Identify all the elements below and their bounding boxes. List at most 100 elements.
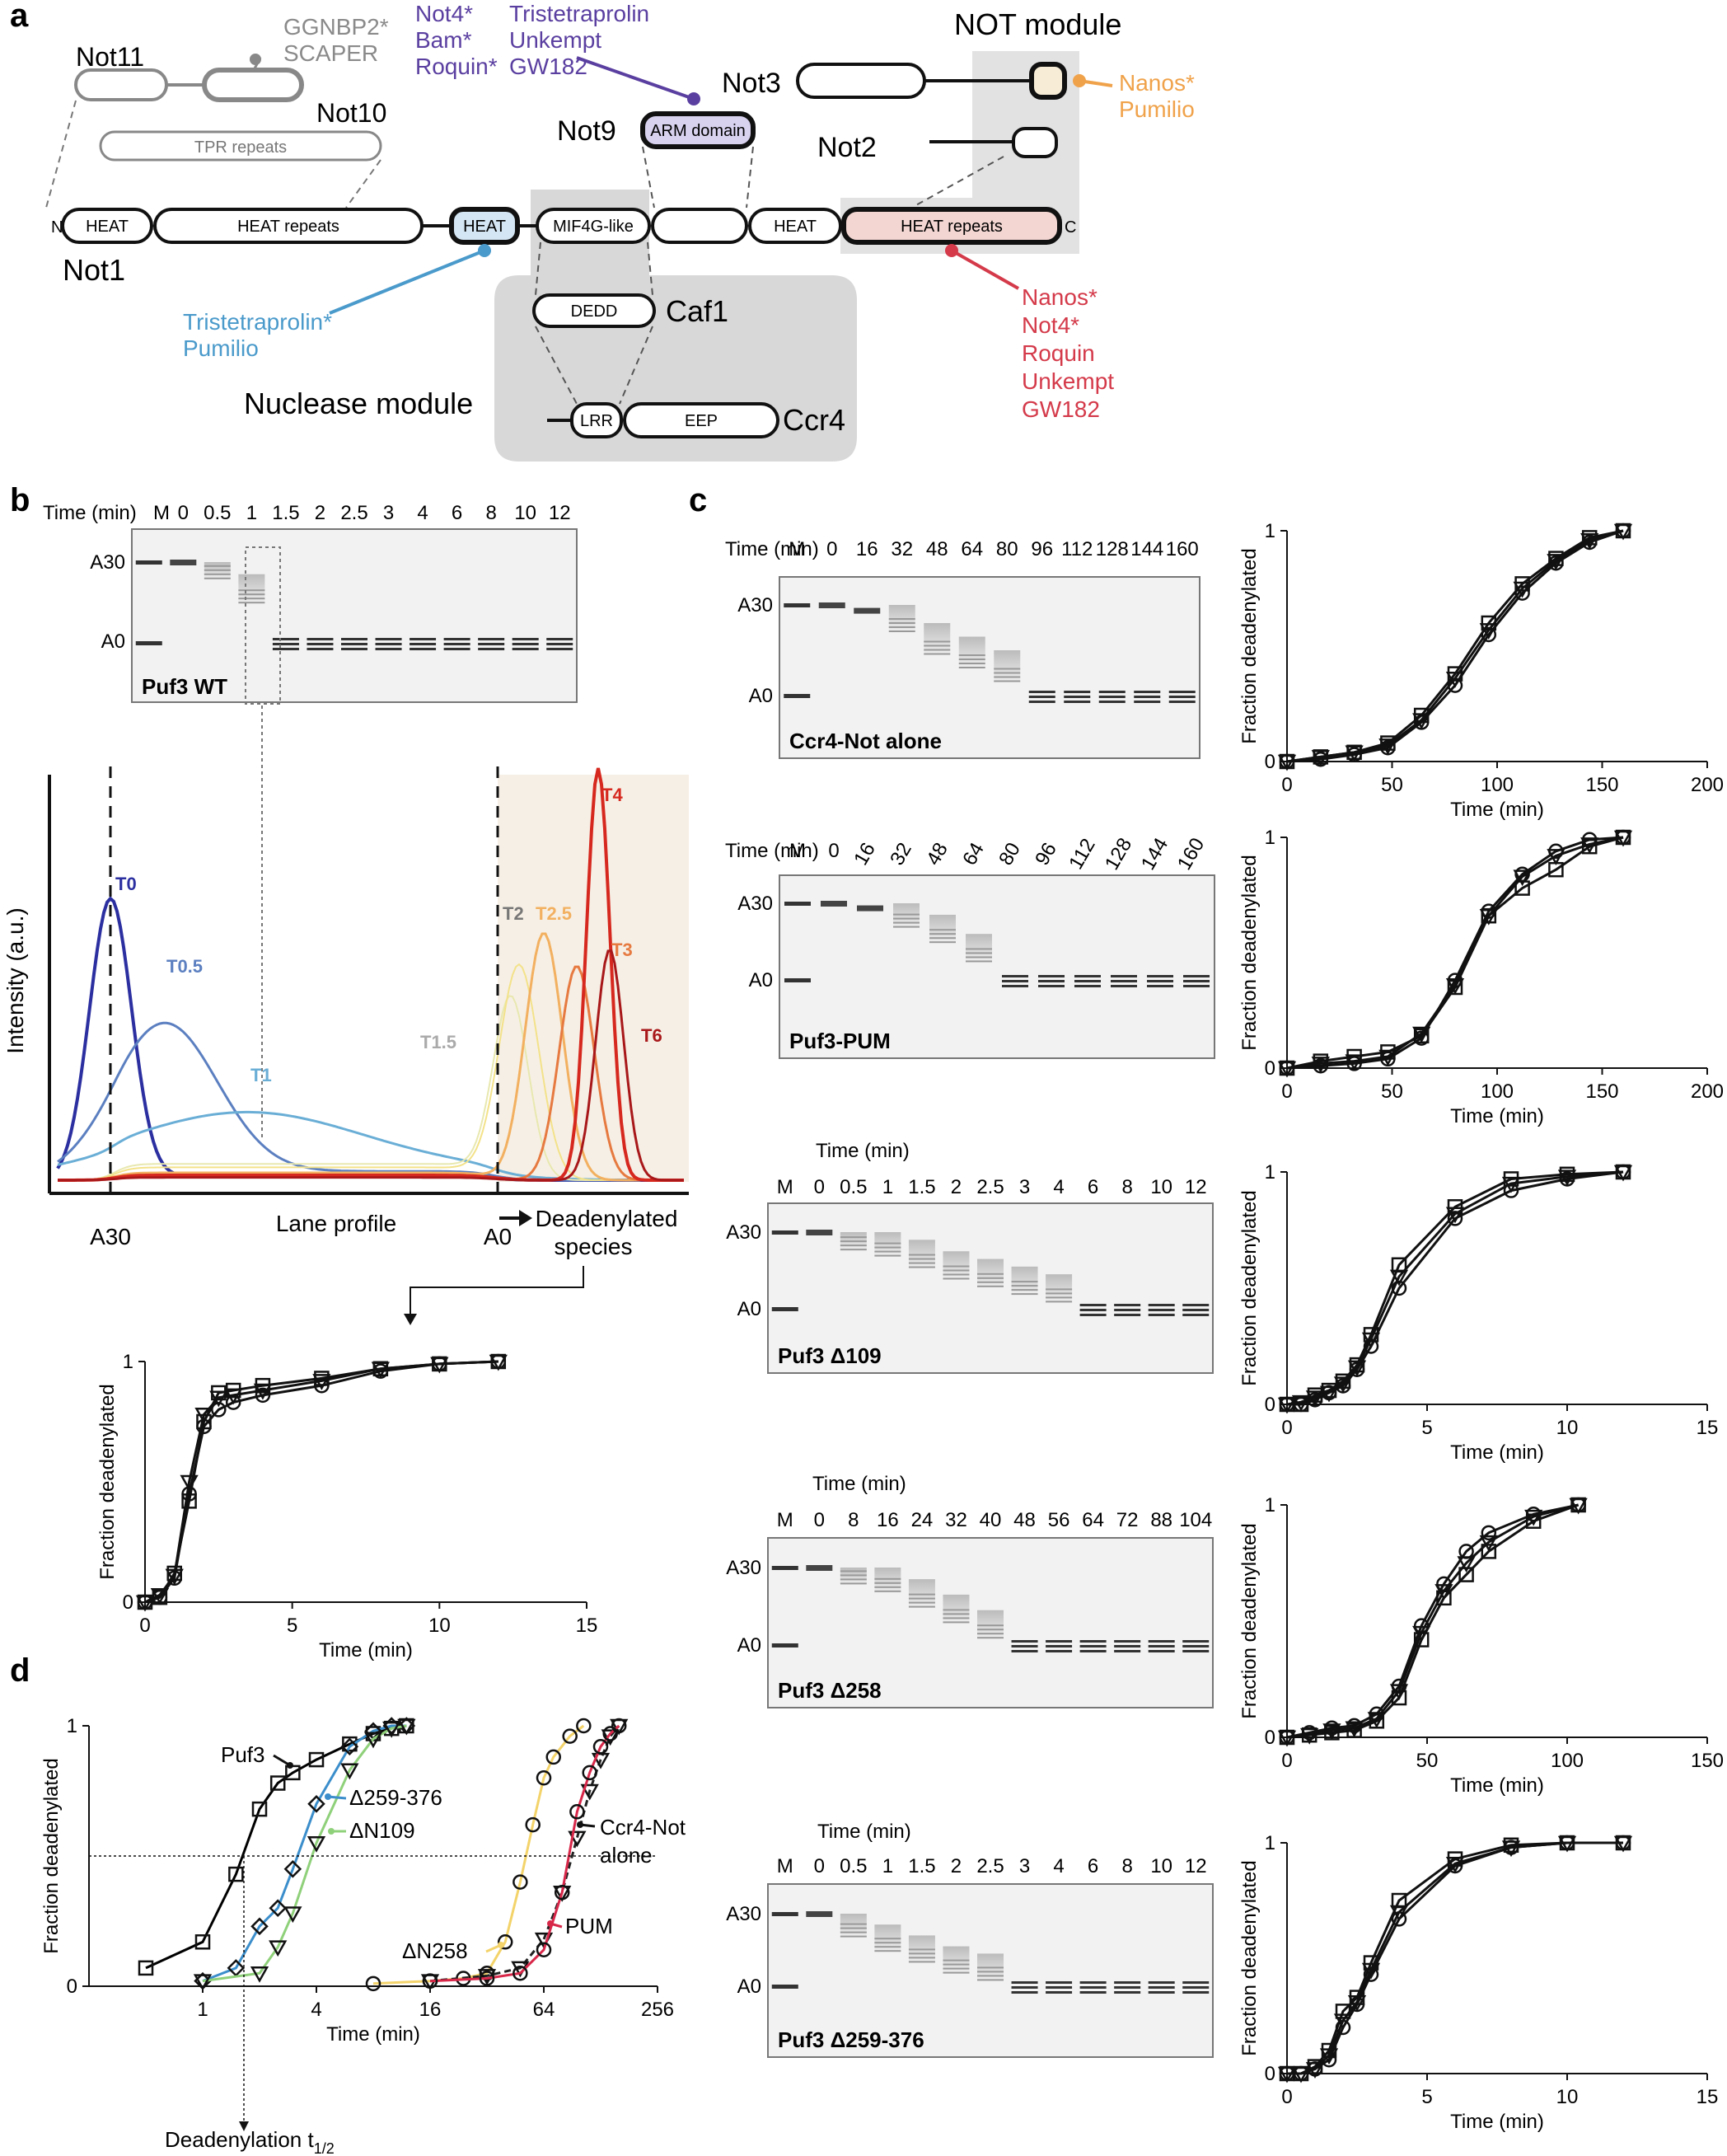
marker-band-a0	[771, 1307, 798, 1311]
panel-label-b: b	[10, 482, 30, 518]
gel-ladder	[874, 1942, 901, 1944]
gel-band	[1183, 980, 1210, 982]
gel-ladder	[924, 649, 951, 651]
x-tick-label: 10	[1556, 2086, 1579, 2108]
x-tick-label: 15	[1697, 2086, 1719, 2108]
marker-circle	[562, 1728, 578, 1744]
c-m-label: M	[789, 538, 805, 560]
gel-ladder	[1046, 1301, 1073, 1303]
c-time-tick: 160	[1166, 538, 1199, 560]
gel-ladder	[977, 1633, 1004, 1635]
marker-band-a0	[771, 1643, 798, 1647]
marker-triangle	[1347, 1360, 1367, 1377]
b-profile-xlabel: Lane profile	[276, 1211, 396, 1236]
gel-band	[1111, 980, 1137, 982]
gel-band	[1114, 1991, 1141, 1994]
marker-triangle	[1367, 1712, 1386, 1728]
gel-ladder	[958, 667, 985, 668]
marker-triangle	[1361, 1962, 1381, 1980]
not1-seg-6: HEAT repeats	[901, 218, 1003, 236]
marker-circle	[602, 1726, 618, 1741]
not1-seg-4: MIF4G-like	[553, 218, 634, 236]
gel-band	[546, 643, 573, 645]
gel-band	[307, 648, 334, 650]
gel-ladder	[908, 1593, 935, 1596]
x-tick-label: 4	[311, 1999, 321, 2021]
gel-ladder	[840, 1240, 867, 1243]
trace-label: T6	[641, 1025, 662, 1046]
not1-arm-bind	[651, 208, 748, 244]
gel-ladder	[943, 1277, 970, 1280]
plot-c4: 0 50 100 150 0 1 Time (min) Fraction deadenylat…	[1238, 1494, 1724, 1797]
plot-c3: 0 5 10 15 0 1 Time (min) Fraction deadenylated	[1238, 1161, 1718, 1464]
marker-triangle	[340, 1763, 359, 1780]
gel-band	[1182, 1650, 1210, 1652]
marker-triangle	[1457, 1556, 1476, 1573]
gel-c	[767, 1202, 1214, 1374]
gw182-red-label: GW182	[1022, 396, 1100, 422]
c-time-tick: 64	[1082, 1509, 1104, 1531]
gel-ladder	[908, 1957, 935, 1959]
marker-triangle	[269, 1940, 288, 1957]
gel-band	[410, 638, 437, 640]
marker-triangle	[1412, 713, 1431, 730]
b-profile-a30: A30	[90, 1224, 131, 1249]
marker-circle	[314, 1377, 330, 1394]
trace-t4	[58, 767, 684, 1182]
gel-ladder	[204, 573, 231, 575]
gel-band	[1079, 1314, 1107, 1316]
c-time-tick: 48	[1013, 1509, 1036, 1531]
gel-ladder	[958, 659, 985, 660]
not11-domain-2	[202, 68, 304, 102]
c-time-tick: 72	[1116, 1509, 1139, 1531]
x-tick-label: 150	[1691, 1750, 1724, 1772]
gel-ladder	[943, 1265, 970, 1268]
gel-c	[779, 576, 1200, 759]
c-time-tick: 3	[1019, 1176, 1030, 1198]
trace-label: T2.5	[536, 903, 572, 924]
gel-band	[1011, 1991, 1038, 1994]
not3-label: Not3	[722, 68, 781, 99]
gel-ladder	[966, 948, 992, 950]
gel-band	[1002, 980, 1028, 982]
gel-ladder	[908, 1605, 935, 1608]
series-line	[1286, 1503, 1579, 1739]
x-axis-label: Time (min)	[1450, 1105, 1544, 1127]
x-tick-label: 0	[1281, 2086, 1292, 2108]
gel-band	[1002, 975, 1028, 977]
marker-triangle	[1305, 2062, 1325, 2079]
c-time-label: Time (min)	[816, 1140, 910, 1162]
gel-band	[443, 638, 470, 640]
gel-band	[307, 638, 334, 640]
arrow-d259-head	[325, 1793, 331, 1800]
gel-band	[341, 643, 367, 645]
gel-band	[1074, 985, 1101, 987]
gel-band	[1079, 1981, 1107, 1984]
gel-ladder	[908, 1266, 935, 1268]
gel-smear	[994, 650, 1021, 682]
b-time-tick: 12	[549, 502, 571, 524]
gel-band	[1182, 1991, 1210, 1994]
marker-triangle	[1557, 1169, 1577, 1187]
b-profile-ylabel: Intensity (a.u.)	[2, 907, 28, 1053]
gel-ladder	[893, 926, 920, 928]
marker-circle	[1481, 1525, 1497, 1541]
c-time-tick: 0.5	[840, 1176, 867, 1198]
gel-ladder	[943, 1613, 970, 1615]
gel-band	[512, 643, 539, 645]
gel-band	[1182, 1309, 1210, 1311]
gel-band	[1046, 1981, 1073, 1984]
marker-triangle	[1580, 532, 1599, 550]
series-line	[1286, 836, 1624, 1070]
dedd-domain	[532, 293, 656, 328]
marker-circle	[536, 1942, 552, 1958]
c-time-tick: 0	[826, 538, 837, 560]
marker-triangle	[1378, 738, 1397, 755]
gel-ladder	[874, 1577, 901, 1580]
pumilio-blue-label: Pumilio	[183, 335, 259, 361]
marker-triangle	[194, 1407, 213, 1424]
marker-triangle	[283, 1906, 302, 1924]
trace-label: T0.5	[166, 956, 203, 977]
c-time-tick: 6	[1088, 1855, 1098, 1877]
c-a0: A0	[749, 685, 773, 707]
